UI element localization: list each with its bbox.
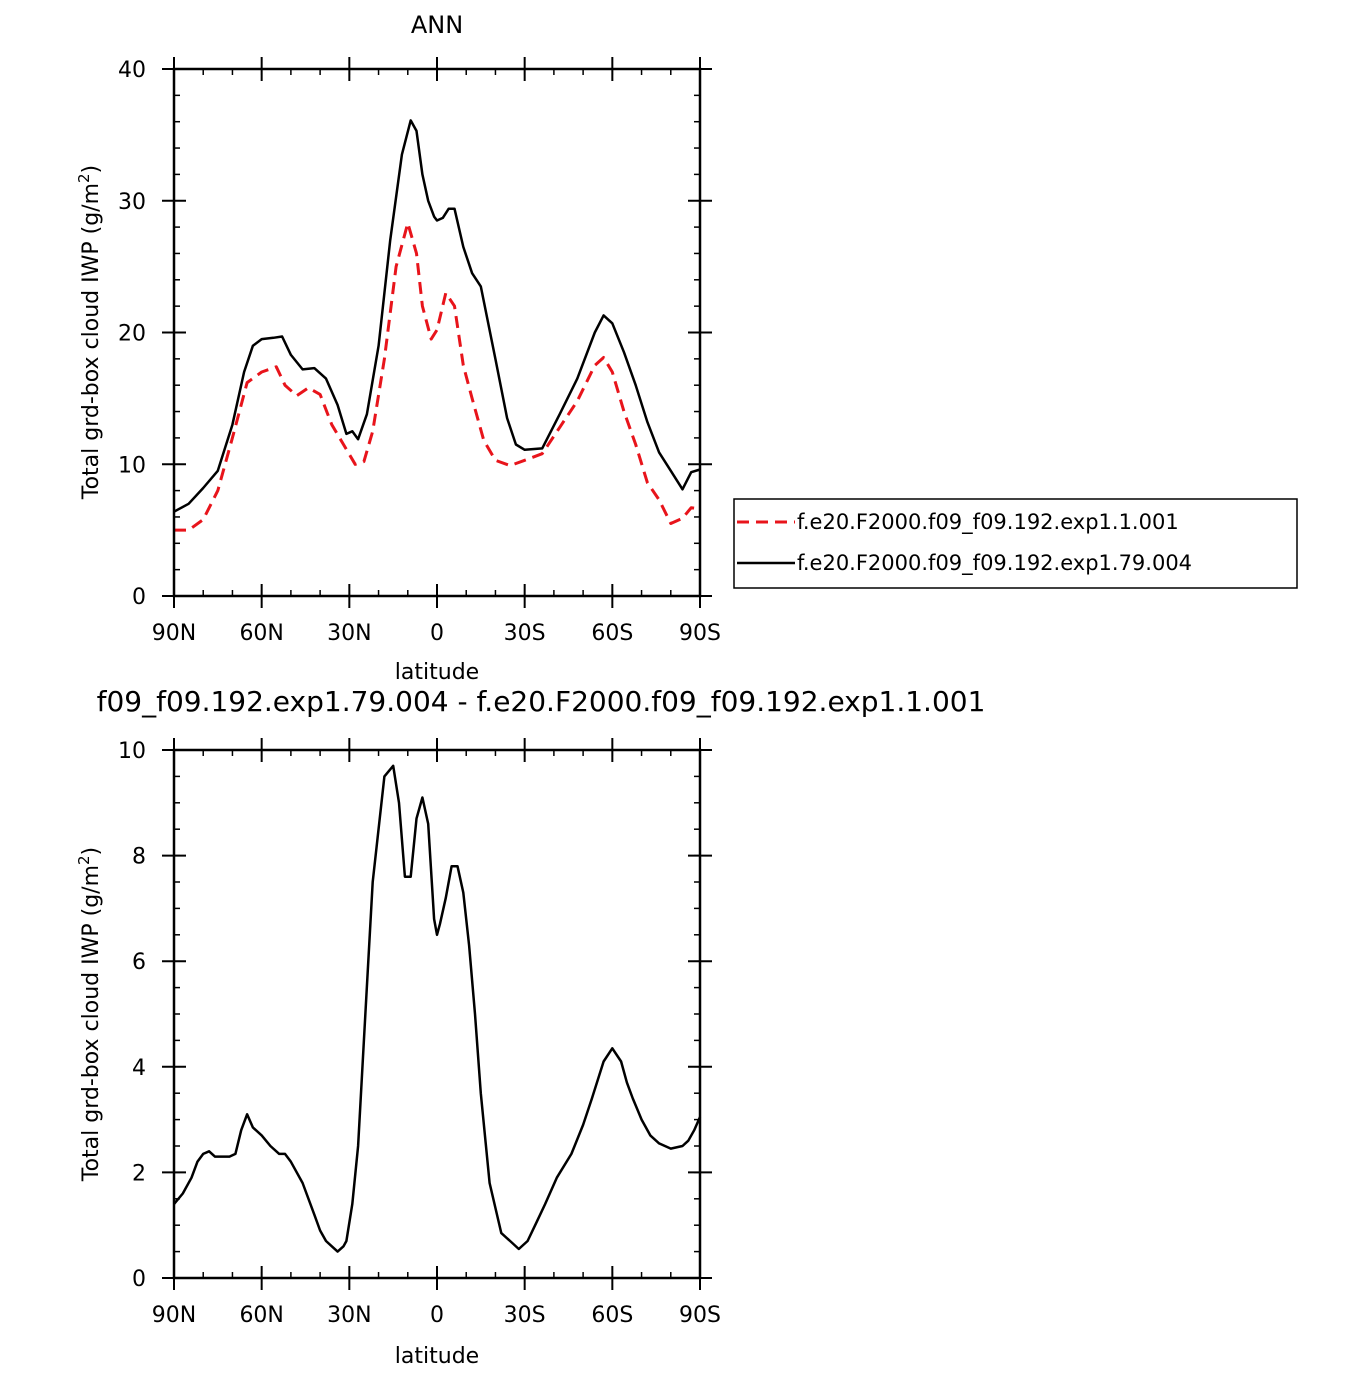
x-tick-label: 0 [430, 621, 444, 646]
y-tick-label: 10 [118, 453, 146, 478]
tick-labels: 90N 60N 30N 0 30S 60S 90S 0 10 20 30 40 [118, 57, 721, 646]
legend-box [733, 498, 1298, 589]
y-tick-label: 30 [118, 190, 146, 215]
chart-difference: f09_f09.192.exp1.79.004 - f.e20.F2000.f0… [75, 685, 985, 1369]
y-tick-label: 8 [132, 845, 146, 870]
x-tick-label: 30S [504, 621, 546, 646]
x-tick-label: 60N [239, 621, 283, 646]
y-tick-label: 6 [132, 950, 146, 975]
x-tick-label: 0 [430, 1303, 444, 1328]
y-tick-label: 0 [132, 1267, 146, 1292]
x-tick-label: 90N [152, 621, 196, 646]
y-tick-label: 40 [118, 58, 146, 83]
y-tick-label: 2 [132, 1161, 146, 1186]
plot-frame [172, 748, 702, 1280]
minor-ticks [173, 749, 701, 1279]
legend: f.e20.F2000.f09_f09.192.exp1.1.001 f.e20… [733, 498, 1298, 589]
series-group [173, 764, 702, 1253]
y-axis-label: Total grd-box cloud IWP (g/m2) [75, 847, 104, 1182]
y-tick-label: 4 [132, 1056, 146, 1081]
y-axis-label: Total grd-box cloud IWP (g/m2) [75, 165, 104, 500]
tick-labels: 90N 60N 30N 0 30S 60S 90S 0 2 4 6 8 10 [118, 738, 721, 1328]
x-tick-label: 30N [327, 621, 371, 646]
series-group [173, 119, 701, 532]
chart-title: f09_f09.192.exp1.79.004 - f.e20.F2000.f0… [97, 685, 986, 718]
series-line-2 [173, 119, 701, 513]
x-tick-label: 30S [504, 1303, 546, 1328]
legend-label-series-2: f.e20.F2000.f09_f09.192.exp1.79.004 [797, 551, 1192, 576]
y-tick-label: 0 [132, 585, 146, 610]
x-tick-label: 60S [591, 1303, 633, 1328]
x-axis-label: latitude [395, 660, 479, 685]
chart-title: ANN [411, 11, 463, 39]
x-tick-label: 90N [152, 1303, 196, 1328]
chart-ann: ANN 90N 60N 30N 0 30S 60S 90S 0 10 20 30 40 latitud… [75, 11, 1298, 685]
x-tick-label: 60S [591, 621, 633, 646]
series-line-1 [173, 764, 702, 1253]
y-tick-label: 20 [118, 322, 146, 347]
series-line-1 [174, 221, 701, 532]
x-tick-label: 60N [239, 1303, 283, 1328]
y-tick-label: 10 [118, 739, 146, 764]
x-tick-label: 90S [679, 621, 721, 646]
x-tick-label: 30N [327, 1303, 371, 1328]
legend-label-series-1: f.e20.F2000.f09_f09.192.exp1.1.001 [797, 510, 1179, 535]
x-tick-label: 90S [679, 1303, 721, 1328]
x-axis-label: latitude [395, 1344, 479, 1369]
